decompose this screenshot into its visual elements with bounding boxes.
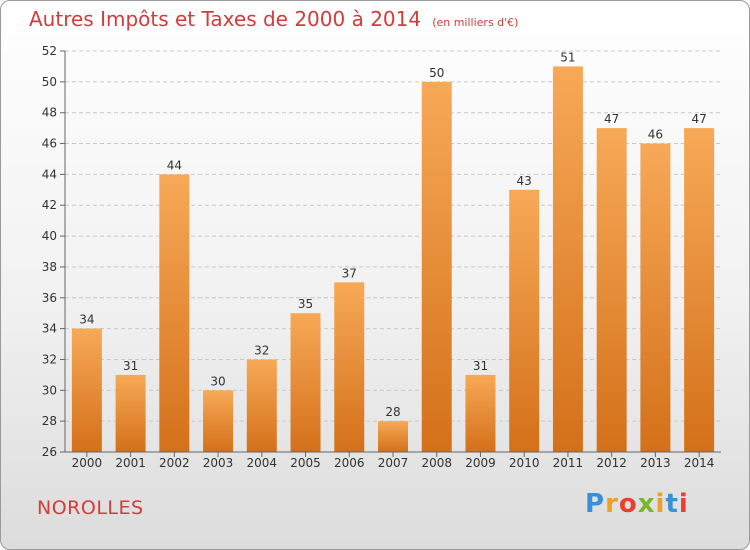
x-tick-label: 2002 (159, 456, 190, 470)
bar-value-label: 31 (473, 359, 488, 373)
y-tick-label: 32 (42, 352, 57, 366)
x-tick-label: 2005 (290, 456, 321, 470)
x-tick-label: 2006 (334, 456, 365, 470)
x-tick-label: 2010 (509, 456, 540, 470)
commune-name: NOROLLES (37, 497, 144, 519)
y-tick-label: 36 (42, 291, 57, 305)
y-tick-label: 50 (42, 75, 57, 89)
bar-value-label: 47 (604, 112, 619, 126)
bar-value-label: 43 (517, 174, 532, 188)
x-tick-label: 2011 (553, 456, 584, 470)
bar (71, 328, 102, 452)
x-tick-label: 2008 (421, 456, 452, 470)
bar-value-label: 28 (385, 405, 400, 419)
x-tick-label: 2012 (596, 456, 627, 470)
x-tick-label: 2003 (203, 456, 234, 470)
bar-value-label: 37 (342, 266, 357, 280)
x-tick-label: 2004 (247, 456, 278, 470)
chart-title: Autres Impôts et Taxes de 2000 à 2014 (e… (29, 7, 518, 31)
bar (203, 390, 234, 452)
bar (596, 128, 627, 452)
x-tick-label: 2007 (378, 456, 409, 470)
x-tick-label: 2013 (640, 456, 671, 470)
x-tick-label: 2014 (684, 456, 715, 470)
x-tick-label: 2000 (72, 456, 103, 470)
x-tick-label: 2001 (115, 456, 146, 470)
bar-value-label: 35 (298, 297, 313, 311)
bar (378, 421, 408, 452)
bars: 34 31 44 30 32 35 37 28 50 31 43 51 47 46 47 (71, 50, 715, 453)
proxiti-logo: Proxiti (585, 489, 689, 519)
bar-value-label: 44 (167, 158, 182, 172)
bar-value-label: 51 (560, 50, 575, 64)
chart-unit-text: (en milliers d'€) (432, 16, 519, 29)
y-tick-label: 34 (42, 322, 57, 336)
bar (465, 374, 496, 452)
x-tick-label: 2009 (465, 456, 496, 470)
bar (684, 128, 715, 452)
bar (115, 374, 146, 452)
y-tick-label: 46 (42, 137, 57, 151)
bar-value-label: 47 (691, 112, 706, 126)
bar (246, 359, 277, 452)
bar (159, 174, 190, 452)
y-tick-label: 48 (42, 106, 57, 120)
bar-value-label: 46 (648, 128, 663, 142)
bar-value-label: 34 (79, 313, 94, 327)
bar (290, 313, 321, 452)
bar (334, 282, 365, 452)
y-tick-label: 40 (42, 229, 57, 243)
y-tick-label: 44 (42, 167, 57, 181)
bar (509, 189, 540, 453)
chart-title-text: Autres Impôts et Taxes de 2000 à 2014 (29, 7, 422, 31)
bar-value-label: 30 (210, 374, 225, 388)
bar-value-label: 32 (254, 343, 269, 357)
bar-value-label: 50 (429, 66, 444, 80)
bar (640, 143, 671, 453)
y-tick-label: 42 (42, 198, 57, 212)
y-tick-label: 52 (42, 44, 57, 58)
y-tick-label: 26 (42, 445, 57, 459)
bar-value-label: 31 (123, 359, 138, 373)
y-tick-label: 28 (42, 414, 57, 428)
y-tick-label: 30 (42, 383, 57, 397)
axes: 26 28 30 32 34 36 38 40 42 44 46 48 50 52 2000 2001 2002… (42, 44, 721, 470)
bar (421, 81, 452, 452)
y-tick-label: 38 (42, 260, 57, 274)
bar (552, 66, 583, 452)
